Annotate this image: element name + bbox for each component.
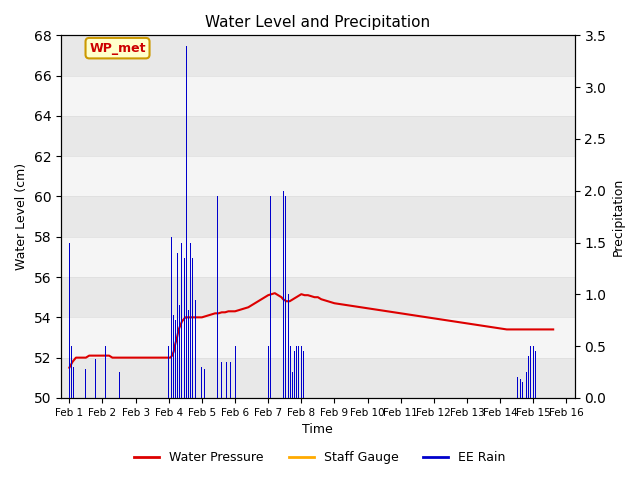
Bar	[270, 196, 271, 398]
Bar	[221, 361, 222, 398]
Bar	[230, 361, 231, 398]
Bar	[61, 317, 575, 358]
Bar	[294, 351, 295, 398]
Bar	[292, 372, 293, 398]
Bar	[177, 253, 178, 398]
Y-axis label: Water Level (cm): Water Level (cm)	[15, 163, 28, 270]
Bar	[168, 346, 169, 398]
Bar	[61, 277, 575, 317]
Bar	[105, 346, 106, 398]
Bar	[186, 46, 187, 398]
Bar	[204, 369, 205, 398]
Bar	[61, 196, 575, 237]
Bar	[522, 383, 523, 398]
Legend: Water Pressure, Staff Gauge, EE Rain: Water Pressure, Staff Gauge, EE Rain	[129, 446, 511, 469]
Title: Water Level and Precipitation: Water Level and Precipitation	[205, 15, 431, 30]
Bar	[234, 346, 236, 398]
Bar	[287, 294, 289, 398]
Bar	[225, 361, 227, 398]
Y-axis label: Precipitation: Precipitation	[612, 178, 625, 256]
Bar	[301, 346, 302, 398]
Bar	[298, 346, 300, 398]
Bar	[175, 320, 176, 398]
Bar	[188, 310, 189, 398]
Bar	[532, 346, 534, 398]
Bar	[171, 237, 172, 398]
Bar	[61, 358, 575, 398]
Bar	[73, 367, 74, 398]
Bar	[61, 116, 575, 156]
Bar	[85, 369, 86, 398]
Bar	[517, 377, 518, 398]
Bar	[61, 76, 575, 116]
Bar	[268, 346, 269, 398]
Bar	[285, 196, 286, 398]
Bar	[217, 196, 218, 398]
Bar	[535, 351, 536, 398]
X-axis label: Time: Time	[303, 423, 333, 436]
Bar	[296, 346, 298, 398]
Bar	[526, 372, 527, 398]
Bar	[195, 300, 196, 398]
Bar	[61, 36, 575, 76]
Bar	[69, 242, 70, 398]
Text: WP_met: WP_met	[90, 42, 146, 55]
Bar	[303, 351, 304, 398]
Bar	[179, 305, 180, 398]
Bar	[184, 258, 185, 398]
Bar	[61, 237, 575, 277]
Bar	[118, 372, 120, 398]
Bar	[61, 156, 575, 196]
Bar	[71, 346, 72, 398]
Bar	[95, 359, 97, 398]
Bar	[290, 346, 291, 398]
